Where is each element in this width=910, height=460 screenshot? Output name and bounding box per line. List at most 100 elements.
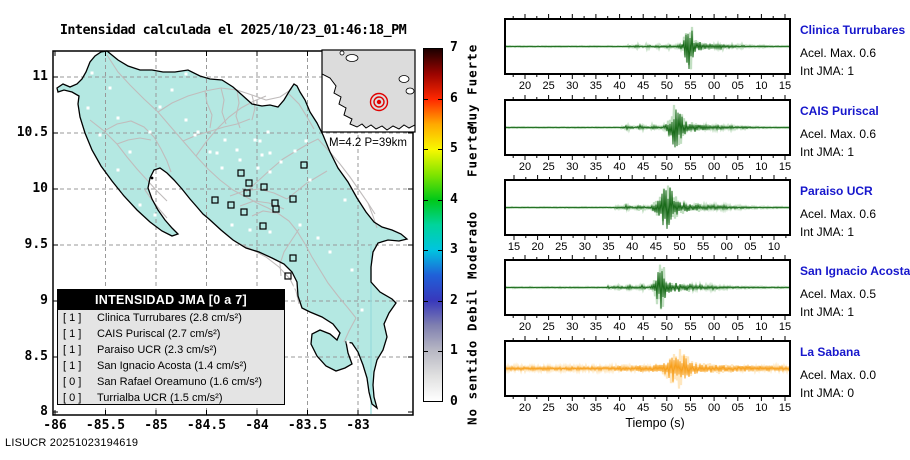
time-tick-label: 15 (778, 80, 792, 92)
station-marker-triggered (300, 161, 308, 169)
seismogram-panel (504, 175, 791, 240)
lon-tick-label: -83 (346, 418, 370, 433)
station-marker-triggered (260, 183, 268, 191)
colorbar-tick (424, 300, 428, 302)
intensity-colorbar (423, 48, 443, 402)
time-tick-label: 20 (518, 161, 532, 173)
legend-jma-value: [ 1 ] (63, 312, 82, 324)
time-tick-label: 10 (755, 321, 768, 333)
time-tick-label: 10 (755, 402, 768, 414)
waveform-halo (506, 26, 789, 70)
station-marker-untriggered (220, 166, 224, 170)
lon-tick-label: -85 (144, 418, 168, 433)
station-marker-triggered (259, 222, 267, 230)
station-marker-untriggered (253, 138, 257, 142)
station-marker-untriggered (268, 230, 272, 234)
lat-tick-label: 11 (32, 69, 48, 84)
time-tick-label: 40 (613, 161, 626, 173)
waveform-trace (506, 109, 789, 148)
footer-timestamp: LISUCR 20251023194619 (5, 437, 139, 449)
legend-station-label: San Ignacio Acosta (1.4 cm/s²) (97, 360, 247, 372)
time-tick-label: 55 (684, 161, 697, 173)
lat-tick-label: 10 (32, 181, 48, 196)
legend-station-label: Clinica Turrubares (2.8 cm/s²) (97, 312, 242, 324)
lake-nicaragua (345, 54, 359, 62)
map-title: Intensidad calculada el 2025/10/23_01:46… (59, 22, 407, 38)
station-marker-untriggered (208, 150, 212, 154)
station-marker-untriggered (293, 285, 297, 289)
time-tick-label: 35 (589, 321, 603, 333)
colorbar-tick (424, 351, 428, 353)
station-marker-triggered (284, 272, 292, 280)
legend-jma-value: [ 0 ] (63, 392, 82, 404)
time-tick-label: 05 (731, 161, 744, 173)
time-tick-label: 30 (566, 402, 579, 414)
legend-jma-value: [ 1 ] (63, 360, 82, 372)
colorbar-tick (424, 250, 428, 252)
station-marker-untriggered (258, 139, 262, 143)
colorbar-tick (438, 300, 442, 302)
station-marker-untriggered (108, 86, 112, 90)
time-tick-label: 40 (626, 241, 639, 253)
road-line (204, 90, 213, 129)
colorbar-value-label: 1 (450, 343, 458, 359)
time-tick-label: 15 (778, 402, 792, 414)
station-marker-untriggered (308, 178, 312, 182)
lon-tick-label: -83.5 (287, 418, 328, 433)
seismogram-panel (504, 95, 791, 160)
lon-tick-label: -84 (245, 418, 269, 433)
time-tick-label: 20 (518, 80, 532, 92)
road-line (116, 137, 152, 145)
seismogram-frame (504, 99, 791, 156)
time-tick-label: 40 (613, 321, 626, 333)
inset-frame (321, 49, 416, 133)
station-marker-untriggered (170, 88, 174, 92)
lon-tick-label: -84.5 (186, 418, 227, 433)
road-line (367, 202, 378, 229)
time-axis-label: Tiempo (s) (625, 416, 685, 430)
legend-station-label: San Rafael Oreamuno (1.6 cm/s²) (97, 376, 263, 388)
time-tick-label: 45 (637, 402, 650, 414)
lon-tick-label: -86 (43, 418, 67, 433)
station-marker-untriggered (279, 160, 283, 164)
colorbar-category-label: No sentido (464, 339, 480, 425)
legend-title: INTENSIDAD JMA [0 a 7] (58, 290, 284, 310)
station-marker-untriggered (268, 151, 272, 155)
station-marker-untriggered (350, 150, 354, 154)
colorbar-tick (424, 98, 428, 100)
station-name: Clinica Turrubares (800, 23, 906, 37)
time-tick-label: 30 (578, 241, 592, 253)
road-line (220, 87, 227, 125)
station-marker-untriggered (83, 150, 87, 154)
colorbar-value-label: 0 (450, 394, 458, 409)
time-tick-label: 15 (778, 321, 792, 333)
time-tick-label: 15 (778, 161, 792, 173)
seismogram-frame (504, 18, 791, 75)
station-marker-untriggered (346, 340, 350, 344)
time-tick-label: 10 (755, 161, 768, 173)
acel-max-label: Acel. Max. 0.6 (800, 127, 877, 141)
road-line (286, 170, 328, 200)
time-tick-label: 05 (744, 241, 757, 253)
time-tick-label: 35 (589, 80, 603, 92)
time-tick-label: 00 (707, 161, 721, 173)
legend-jma-value: [ 1 ] (63, 328, 82, 340)
time-tick-label: 00 (707, 80, 721, 92)
magnitude-depth-label: M=4.2 P=39km (329, 137, 407, 149)
road-line (245, 196, 357, 319)
int-jma-label: Int JMA: 1 (800, 225, 855, 239)
waveform-trace (506, 30, 789, 70)
station-marker-triggered (289, 195, 297, 203)
road-line (279, 228, 300, 277)
station-marker-untriggered (86, 106, 90, 110)
intensity-legend: INTENSIDAD JMA [0 a 7] [ 1 ] Clinica Turr… (57, 289, 285, 405)
time-tick-label: 10 (755, 80, 768, 92)
station-marker-untriggered (256, 166, 260, 170)
time-tick-label: 35 (589, 161, 603, 173)
station-marker-untriggered (184, 118, 188, 122)
time-tick-label: 20 (518, 402, 532, 414)
seismogram-panel (504, 336, 791, 401)
int-jma-label: Int JMA: 1 (800, 64, 855, 78)
legend-station-label: CAIS Puriscal (2.7 cm/s²) (97, 328, 221, 340)
time-tick-label: 55 (696, 241, 710, 253)
